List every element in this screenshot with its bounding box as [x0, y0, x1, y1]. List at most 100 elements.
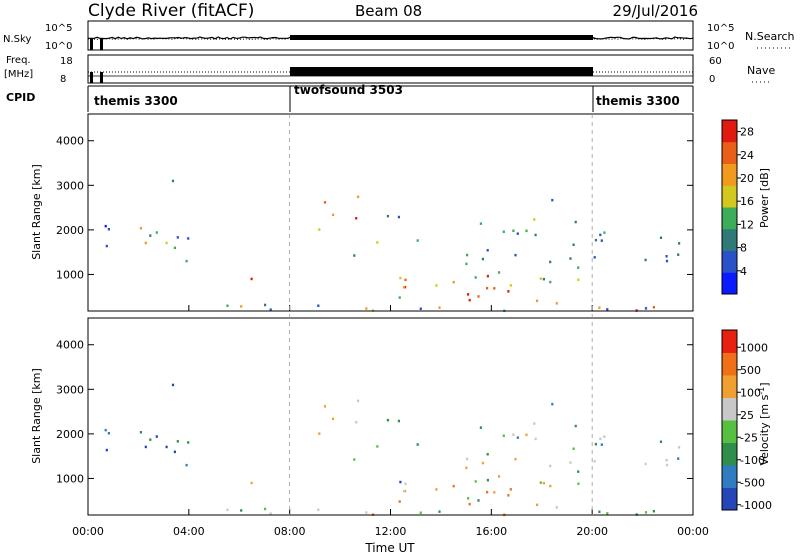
freq-frame — [87, 54, 694, 84]
freq-label-line1: Freq. — [6, 55, 31, 66]
power-echo — [355, 217, 358, 220]
velocity-scatter-data — [104, 383, 681, 517]
power-echo — [435, 284, 438, 287]
power-echo — [536, 299, 539, 303]
velocity-echo — [549, 464, 552, 468]
velocity-echo — [365, 511, 368, 514]
power-echo — [357, 195, 360, 199]
power-echo — [533, 218, 536, 221]
velocity-echo — [572, 447, 575, 450]
freq-spike — [90, 72, 93, 83]
power-echo — [549, 260, 552, 264]
velocity-colorbar-swatch — [722, 375, 737, 398]
velocity-y-tick-label: 3000 — [56, 383, 84, 396]
velocity-colorbar: 1000 500 100 25 -25 -100 -500 -1000 — [721, 329, 772, 512]
power-colorbar-frame — [721, 119, 738, 295]
velocity-echo — [226, 508, 229, 511]
power-echo — [486, 286, 489, 290]
velocity-echo — [332, 417, 335, 421]
velocity-y-tick-label: 1000 — [56, 472, 84, 485]
velocity-echo — [353, 458, 356, 461]
velocity-echo — [665, 463, 669, 467]
velocity-echo — [481, 461, 484, 465]
power-echo — [507, 290, 510, 293]
power-echo — [577, 278, 580, 281]
velocity-echo — [149, 438, 152, 441]
velocity-echo — [678, 446, 681, 449]
cpid-label: CPID — [6, 91, 35, 104]
velocity-echo — [404, 482, 407, 486]
nave-right-tick-bottom: 0 — [709, 74, 715, 85]
freq-dense-band — [290, 67, 593, 76]
velocity-echo — [187, 441, 190, 444]
velocity-echo — [594, 442, 597, 446]
freq-spike — [100, 72, 103, 83]
time-tick-label: 04:00 — [173, 525, 205, 538]
velocity-echo — [104, 428, 107, 432]
power-echo — [481, 257, 484, 261]
power-echo — [353, 254, 356, 257]
power-echo — [479, 222, 482, 225]
velocity-y-tick-label: 2000 — [56, 428, 84, 441]
power-echo — [104, 224, 107, 228]
velocity-echo — [606, 512, 609, 515]
power-echo — [678, 242, 681, 245]
time-tick-label: 00:00 — [72, 525, 104, 538]
velocity-y-tick-label: 4000 — [56, 339, 84, 352]
power-echo — [386, 214, 389, 218]
velocity-echo — [435, 488, 438, 491]
power-colorbar-swatch — [722, 185, 737, 208]
velocity-colorbar-label-main: Velocity [m s — [758, 394, 771, 465]
velocity-echo — [355, 421, 358, 424]
power-echo — [419, 307, 422, 310]
power-echo — [509, 284, 512, 287]
velocity-echo — [397, 419, 400, 423]
power-echo — [144, 241, 147, 245]
velocity-echo — [512, 433, 515, 436]
velocity-echo — [486, 478, 489, 482]
power-echo — [438, 306, 441, 309]
velocity-echo — [665, 459, 668, 462]
velocity-echo — [416, 443, 419, 446]
velocity-echo — [498, 475, 501, 478]
power-echo — [593, 256, 596, 259]
velocity-echo — [598, 510, 601, 513]
power-echo — [598, 306, 601, 309]
velocity-echo — [599, 437, 602, 441]
velocity-echo — [402, 490, 406, 493]
power-echo — [502, 230, 505, 233]
power-echo — [149, 234, 152, 237]
velocity-colorbar-tick-label: 1000 — [740, 341, 768, 354]
velocity-frame — [87, 317, 694, 516]
velocity-echo — [502, 434, 505, 437]
power-echo — [512, 229, 515, 232]
power-echo — [525, 229, 528, 233]
power-colorbar-swatch — [722, 272, 737, 295]
noise-frame — [87, 20, 694, 51]
velocity-colorbar-swatch — [722, 352, 737, 376]
velocity-colorbar-tick-label: -500 — [740, 476, 765, 489]
noise-right-tick-top: 10^5 — [707, 23, 734, 34]
power-colorbar-swatch — [722, 163, 737, 186]
cpid-segment-1: themis 3300 — [94, 94, 178, 108]
power-colorbar-tick-label: 12 — [740, 218, 754, 231]
power-colorbar-tick-label: 28 — [740, 126, 754, 139]
velocity-colorbar-tick-label: -1000 — [740, 499, 772, 512]
power-y-tick-label: 4000 — [56, 135, 84, 148]
power-echo — [397, 215, 400, 219]
velocity-echo — [509, 488, 512, 491]
freq-panel: Freq. [MHz] 18 8 60 0 Nave — [4, 54, 775, 85]
velocity-echo — [603, 435, 606, 438]
velocity-echo — [269, 512, 272, 515]
power-echo — [269, 308, 272, 311]
velocity-echo — [465, 466, 468, 470]
power-y-tick-label: 2000 — [56, 224, 84, 237]
velocity-echo — [525, 433, 528, 437]
velocity-echo — [536, 503, 539, 507]
velocity-echo — [452, 484, 455, 488]
time-tick-label: 20:00 — [576, 525, 608, 538]
velocity-echo — [486, 453, 489, 456]
noise-right-tick-bottom: 10^0 — [707, 41, 734, 52]
velocity-echo — [474, 480, 477, 483]
